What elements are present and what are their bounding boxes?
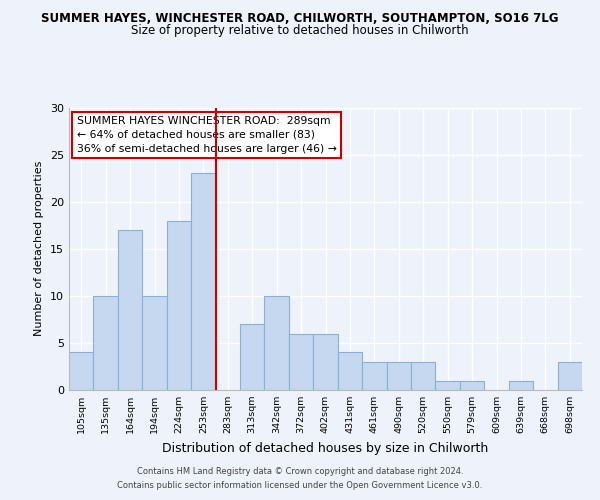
Bar xyxy=(386,362,411,390)
Text: SUMMER HAYES WINCHESTER ROAD:  289sqm
← 64% of detached houses are smaller (83)
: SUMMER HAYES WINCHESTER ROAD: 289sqm ← 6… xyxy=(77,116,337,154)
Text: SUMMER HAYES, WINCHESTER ROAD, CHILWORTH, SOUTHAMPTON, SO16 7LG: SUMMER HAYES, WINCHESTER ROAD, CHILWORTH… xyxy=(41,12,559,26)
Bar xyxy=(509,380,533,390)
Text: Contains public sector information licensed under the Open Government Licence v3: Contains public sector information licen… xyxy=(118,481,482,490)
Bar xyxy=(118,230,142,390)
Bar xyxy=(142,296,167,390)
Bar xyxy=(191,174,215,390)
Text: Size of property relative to detached houses in Chilworth: Size of property relative to detached ho… xyxy=(131,24,469,37)
Bar xyxy=(240,324,265,390)
Bar xyxy=(289,334,313,390)
Bar xyxy=(557,362,582,390)
Bar xyxy=(436,380,460,390)
Text: Contains HM Land Registry data © Crown copyright and database right 2024.: Contains HM Land Registry data © Crown c… xyxy=(137,467,463,476)
Bar xyxy=(313,334,338,390)
X-axis label: Distribution of detached houses by size in Chilworth: Distribution of detached houses by size … xyxy=(163,442,488,454)
Bar xyxy=(338,352,362,390)
Bar xyxy=(265,296,289,390)
Bar xyxy=(460,380,484,390)
Bar xyxy=(69,352,94,390)
Y-axis label: Number of detached properties: Number of detached properties xyxy=(34,161,44,336)
Bar xyxy=(94,296,118,390)
Bar xyxy=(411,362,436,390)
Bar xyxy=(167,220,191,390)
Bar xyxy=(362,362,386,390)
